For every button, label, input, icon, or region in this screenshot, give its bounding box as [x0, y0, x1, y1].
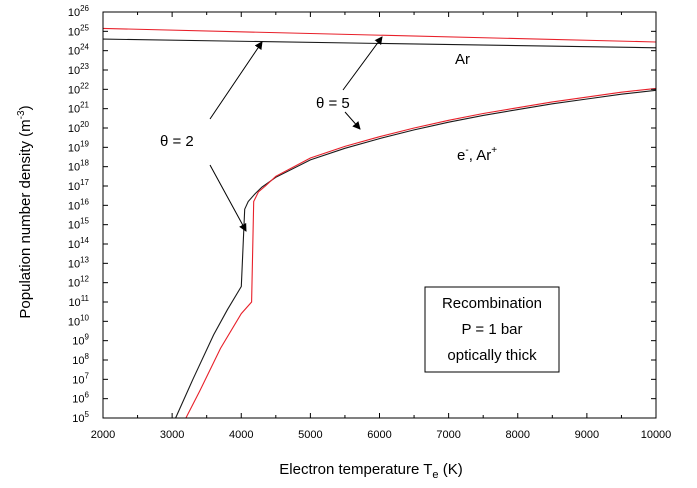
- y-tick-label: 106: [72, 391, 89, 406]
- x-tick-label: 10000: [641, 429, 672, 441]
- x-tick-label: 2000: [91, 429, 115, 441]
- legend-line-3: optically thick: [447, 347, 537, 364]
- theta2-arrow-to-ion: [210, 165, 246, 231]
- y-tick-label: 1025: [68, 23, 90, 38]
- theta2-arrow-to-ar: [210, 42, 262, 119]
- y-tick-label: 1024: [68, 43, 90, 58]
- y-tick-label: 1021: [68, 101, 90, 116]
- y-tick-label: 1014: [68, 236, 90, 251]
- x-tick-label: 9000: [575, 429, 599, 441]
- ar-label: Ar: [455, 51, 470, 68]
- series-layer: [103, 28, 656, 418]
- y-tick-label: 1023: [68, 62, 90, 77]
- legend-line-2: P = 1 bar: [461, 321, 522, 338]
- x-axis-title: Electron temperature Te (K): [279, 461, 462, 481]
- x-tick-label: 8000: [506, 429, 530, 441]
- theta5-label: θ = 5: [316, 95, 350, 112]
- y-tick-label: 1026: [68, 4, 90, 19]
- y-tick-label: 1011: [68, 294, 89, 309]
- y-tick-label: 109: [72, 333, 89, 348]
- x-tick-label: 3000: [160, 429, 184, 441]
- y-tick-label: 107: [72, 371, 89, 386]
- series-ion-theta2-line: [176, 90, 656, 418]
- plot-frame: [103, 12, 656, 418]
- y-tick-label: 1012: [68, 275, 90, 290]
- y-tick-label: 108: [72, 352, 89, 367]
- ion-label: e-, Ar+: [457, 145, 497, 164]
- y-tick-label: 1013: [68, 255, 90, 270]
- legend-box: Recombination P = 1 bar optically thick: [425, 287, 559, 372]
- y-tick-label: 1020: [68, 120, 90, 135]
- y-tick-label: 105: [72, 410, 89, 425]
- theta2-label: θ = 2: [160, 133, 194, 150]
- y-tick-label: 1010: [68, 313, 90, 328]
- y-tick-label: 1017: [68, 178, 90, 193]
- theta5-arrow-to-ion: [345, 112, 360, 129]
- y-tick-label: 1015: [68, 217, 90, 232]
- annotation-layer: Ar e-, Ar+ θ = 2 θ = 5 Recombination P =…: [160, 37, 559, 372]
- y-axis-title: Population number density (m-3): [16, 105, 34, 318]
- x-tick-label: 6000: [367, 429, 391, 441]
- y-tick-label: 1019: [68, 139, 90, 154]
- x-tick-label: 4000: [229, 429, 253, 441]
- y-tick-label: 1022: [68, 81, 90, 96]
- tick-layer: 2000 3000 4000 5000 6000 7000 8000 9000 10000 105…: [68, 4, 671, 441]
- y-tick-label: 1018: [68, 159, 90, 174]
- x-tick-label: 7000: [436, 429, 460, 441]
- x-tick-label: 5000: [298, 429, 322, 441]
- y-tick-label: 1016: [68, 197, 90, 212]
- legend-line-1: Recombination: [442, 295, 542, 312]
- series-ion-theta5-line: [186, 88, 656, 418]
- theta5-arrow-to-ar: [343, 37, 382, 90]
